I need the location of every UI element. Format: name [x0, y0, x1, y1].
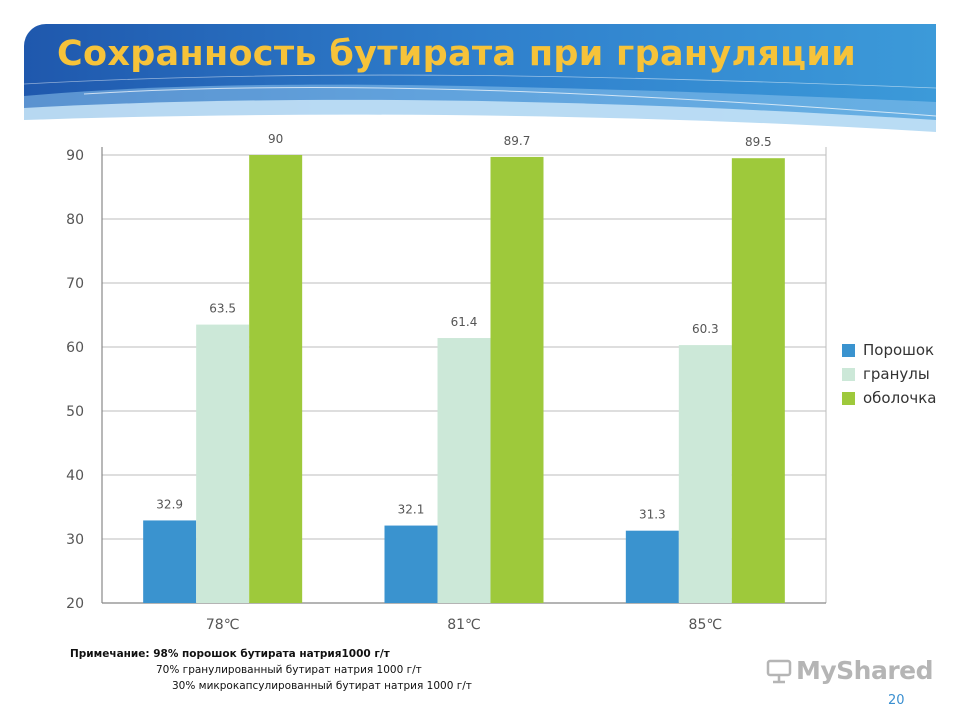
bar [437, 338, 491, 603]
footnote-line-3: 30% микрокапсулированный бутират натрия … [172, 680, 472, 692]
data-label: 32.9 [156, 497, 183, 511]
bar [625, 530, 679, 603]
legend-item-powder: Порошок [842, 338, 936, 362]
title-banner [24, 24, 936, 144]
bar [731, 158, 785, 603]
legend-item-coating: оболочка [842, 386, 936, 410]
x-tick-label: 81℃ [447, 617, 481, 633]
y-tick-label: 90 [66, 148, 84, 164]
footnote: Примечание: 98% порошок бутирата натрия1… [70, 646, 472, 694]
bar [196, 324, 250, 603]
bar [143, 520, 197, 603]
y-tick-label: 60 [66, 340, 84, 356]
data-label: 32.1 [398, 503, 425, 517]
bar [249, 155, 303, 603]
bar [384, 525, 438, 603]
page-number: 20 [888, 693, 905, 708]
data-label: 60.3 [692, 322, 719, 336]
data-label: 90 [268, 133, 283, 146]
presentation-icon [766, 659, 792, 683]
legend-label-granules: гранулы [863, 365, 930, 383]
x-tick-label: 85℃ [689, 617, 723, 633]
legend-swatch-granules [842, 367, 855, 381]
footnote-line-1: Примечание: 98% порошок бутирата натрия1… [70, 648, 390, 660]
data-label: 89.7 [504, 134, 531, 148]
data-label: 89.5 [745, 135, 772, 149]
chart-panel: 20 30 40 50 60 70 80 90 32.9 63.5 90 78℃ 32.1 61.4 89.… [40, 133, 863, 638]
bar [678, 345, 732, 603]
data-label: 31.3 [639, 508, 666, 522]
y-tick-label: 80 [66, 212, 84, 228]
chart-legend: Порошок гранулы оболочка [842, 338, 936, 410]
data-label: 63.5 [209, 302, 236, 316]
logo-text: MyShared [796, 656, 934, 685]
y-tick-label: 30 [66, 532, 84, 548]
y-tick-label: 50 [66, 404, 84, 420]
legend-label-coating: оболочка [863, 389, 937, 407]
slide-title: Сохранность бутирата при грануляции [57, 34, 857, 74]
banner-background [24, 24, 936, 144]
bar [490, 156, 544, 604]
data-label: 61.4 [451, 315, 478, 329]
legend-item-granules: гранулы [842, 362, 936, 386]
bar-chart: 20 30 40 50 60 70 80 90 32.9 63.5 90 78℃ 32.1 61.4 89.… [66, 133, 827, 633]
myshared-logo: MyShared [766, 656, 934, 685]
legend-label-powder: Порошок [863, 341, 935, 359]
footnote-line-2: 70% гранулированный бутират натрия 1000 … [156, 664, 422, 676]
y-tick-label: 20 [66, 596, 84, 612]
legend-swatch-coating [842, 391, 855, 405]
y-tick-label: 70 [66, 276, 84, 292]
y-tick-label: 40 [66, 468, 84, 484]
legend-swatch-powder [842, 343, 855, 357]
x-tick-label: 78℃ [206, 617, 240, 633]
